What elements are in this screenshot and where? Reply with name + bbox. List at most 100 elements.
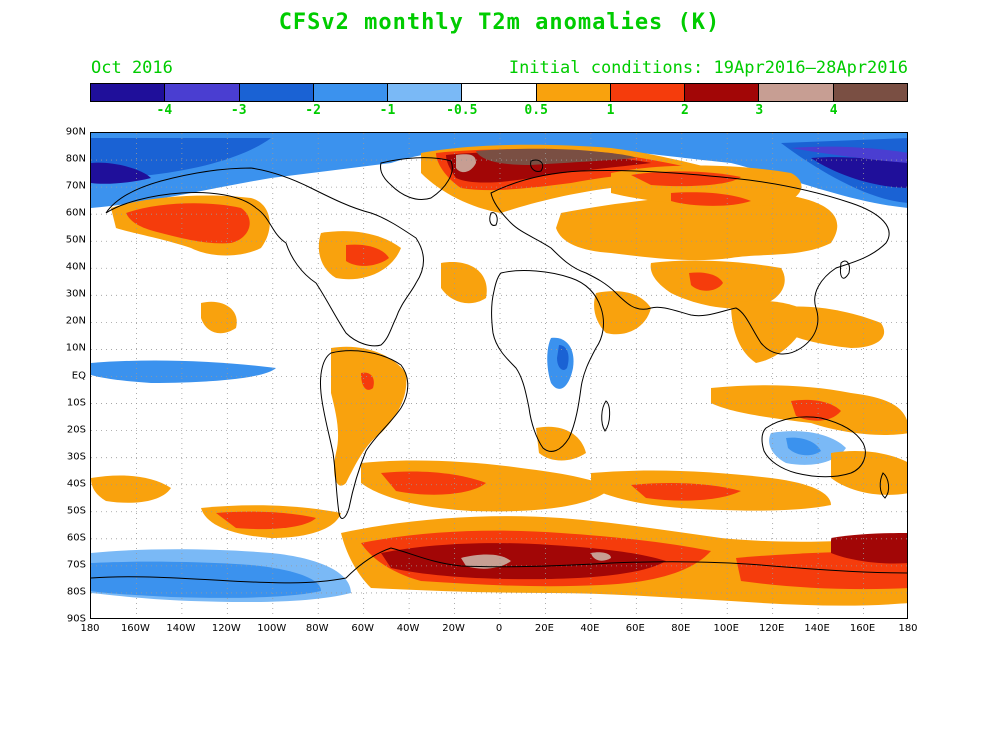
- coast-antarctica: [91, 547, 907, 584]
- coast-australia: [761, 416, 866, 478]
- longitude-label: 40W: [396, 623, 420, 634]
- longitude-label: 180: [80, 623, 100, 634]
- latitude-label: 90N: [65, 126, 86, 138]
- south-africa-warm: [536, 426, 586, 461]
- weddell-extreme-warm-2: [591, 552, 611, 561]
- siberia-strong-warm: [631, 171, 741, 187]
- latitude-label: 80S: [66, 586, 86, 598]
- latitude-label: 20S: [66, 424, 86, 436]
- latitude-label: 40S: [66, 478, 86, 490]
- longitude-label: 100W: [257, 623, 287, 634]
- colorbar-segment: [313, 84, 389, 101]
- longitude-label: 20E: [534, 623, 554, 634]
- latitude-label: 20N: [65, 315, 86, 327]
- longitude-label: 60W: [351, 623, 374, 634]
- colorbar-segment: [833, 84, 907, 101]
- east-pacific-cold: [91, 360, 276, 383]
- coastlines: [91, 157, 907, 584]
- colorbar-tick-label: -2: [305, 103, 321, 118]
- latitude-label: 90S: [66, 613, 86, 625]
- arctic-deep-cold-east-core: [811, 157, 907, 188]
- barents-extreme-warm: [476, 148, 636, 165]
- longitude-label: 40E: [580, 623, 600, 634]
- colorbar-tick-label: -1: [379, 103, 396, 118]
- arctic-deep-cold-east-core2: [791, 146, 907, 163]
- mideast-warm: [594, 291, 651, 335]
- colorbar-tick-label: -0.5: [446, 103, 478, 118]
- siberia-strong-warm-2: [671, 192, 751, 206]
- chart-title: CFSv2 monthly T2m anomalies (K): [278, 10, 721, 35]
- arctic-deep-cold-west-core: [91, 162, 151, 184]
- valid-month-label: Oct 2016: [91, 58, 173, 78]
- longitude-label: 0: [495, 623, 503, 634]
- coast-madagascar: [601, 400, 611, 432]
- colorbar-segment: [610, 84, 686, 101]
- latitude-label: 70N: [65, 180, 86, 192]
- longitude-label: 120E: [758, 623, 785, 634]
- colorbar-labels: -4 -3 -2 -1 -0.5 0.5 1 2 3 4: [90, 103, 908, 121]
- colorbar-tick-label: 1: [606, 103, 615, 118]
- south-america-strong-warm: [361, 372, 374, 390]
- arctic-cold-anomaly: [91, 133, 907, 208]
- graticule: [91, 133, 907, 618]
- longitude-label: 160W: [120, 623, 150, 634]
- coast-eurasia: [490, 169, 890, 355]
- longitude-label: 140W: [166, 623, 196, 634]
- colorbar-segment: [239, 84, 314, 101]
- west-pacific-warm: [776, 306, 885, 348]
- weddell-extreme-warm: [461, 554, 511, 569]
- barents-extreme-warm-edge: [456, 154, 476, 173]
- colorbar-segment: [759, 84, 834, 101]
- us-east-strong-warm: [346, 244, 389, 266]
- tibet-strong-warm: [689, 272, 723, 291]
- coast-greenland: [380, 157, 453, 200]
- latitude-label: 30S: [66, 451, 86, 463]
- longitude-label: 100E: [713, 623, 739, 634]
- coast-uk: [489, 212, 498, 226]
- pacific-sector-strong-warm: [216, 511, 316, 530]
- atlantic-warm: [441, 262, 487, 304]
- south-indian-strong-warm: [631, 483, 741, 501]
- coast-japan: [840, 260, 850, 279]
- west-us-warm: [201, 301, 237, 334]
- south-pacific-west-warm: [91, 475, 171, 503]
- colorbar-tick-label: -3: [230, 103, 247, 118]
- longitude-label: 60E: [625, 623, 645, 634]
- latitude-label: 10N: [65, 342, 86, 354]
- longitude-label: 80E: [671, 623, 691, 634]
- australia-cold-core: [786, 437, 821, 456]
- longitude-label: 140E: [804, 623, 830, 634]
- latitude-label: EQ: [71, 370, 86, 381]
- colorbar-segment: [165, 84, 240, 101]
- latitude-label: 80N: [65, 153, 86, 165]
- latitude-label: 50S: [66, 505, 86, 517]
- coast-africa: [491, 270, 604, 452]
- longitude-label: 80W: [305, 623, 329, 634]
- east-africa-deep-cold: [557, 345, 569, 370]
- initial-conditions-label: Initial conditions: 19Apr2016–28Apr2016: [508, 58, 908, 78]
- latitude-label: 60S: [66, 532, 86, 544]
- coast-south-america: [320, 350, 409, 519]
- colorbar: [90, 83, 908, 102]
- latitude-label: 70S: [66, 559, 86, 571]
- eurasia-warm-anomaly: [556, 193, 838, 261]
- latitude-label: 50N: [65, 234, 86, 246]
- colorbar-tick-label: 4: [829, 103, 838, 118]
- latitude-label: 60N: [65, 207, 86, 219]
- indonesia-strong-warm: [791, 399, 841, 421]
- colorbar-segment: [388, 84, 463, 101]
- colorbar-tick-label: 3: [755, 103, 764, 118]
- south-atlantic-strong-warm: [381, 471, 486, 495]
- coast-north-america: [105, 167, 424, 347]
- south-america-warm: [331, 346, 407, 486]
- longitude-label: 120W: [211, 623, 241, 634]
- anomaly-shading: [91, 133, 907, 606]
- latitude-label: 40N: [65, 261, 86, 273]
- coast-new-zealand: [879, 472, 890, 499]
- colorbar-tick-label: 0.5: [524, 103, 548, 118]
- longitude-label: 180: [898, 623, 918, 634]
- ross-sea-very-strong-warm: [831, 533, 907, 564]
- anomaly-map: [91, 133, 907, 618]
- colorbar-tick-label: 2: [680, 103, 689, 118]
- colorbar-segment: [685, 84, 760, 101]
